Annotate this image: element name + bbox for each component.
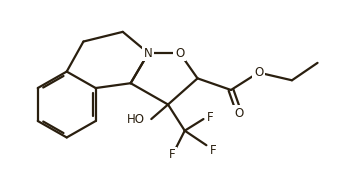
Text: O: O — [254, 66, 263, 79]
Text: O: O — [175, 47, 184, 60]
Text: HO: HO — [126, 113, 144, 125]
Text: O: O — [234, 107, 243, 120]
Text: F: F — [168, 148, 175, 161]
Text: F: F — [207, 111, 214, 124]
Text: F: F — [210, 144, 217, 157]
Text: N: N — [144, 47, 153, 60]
